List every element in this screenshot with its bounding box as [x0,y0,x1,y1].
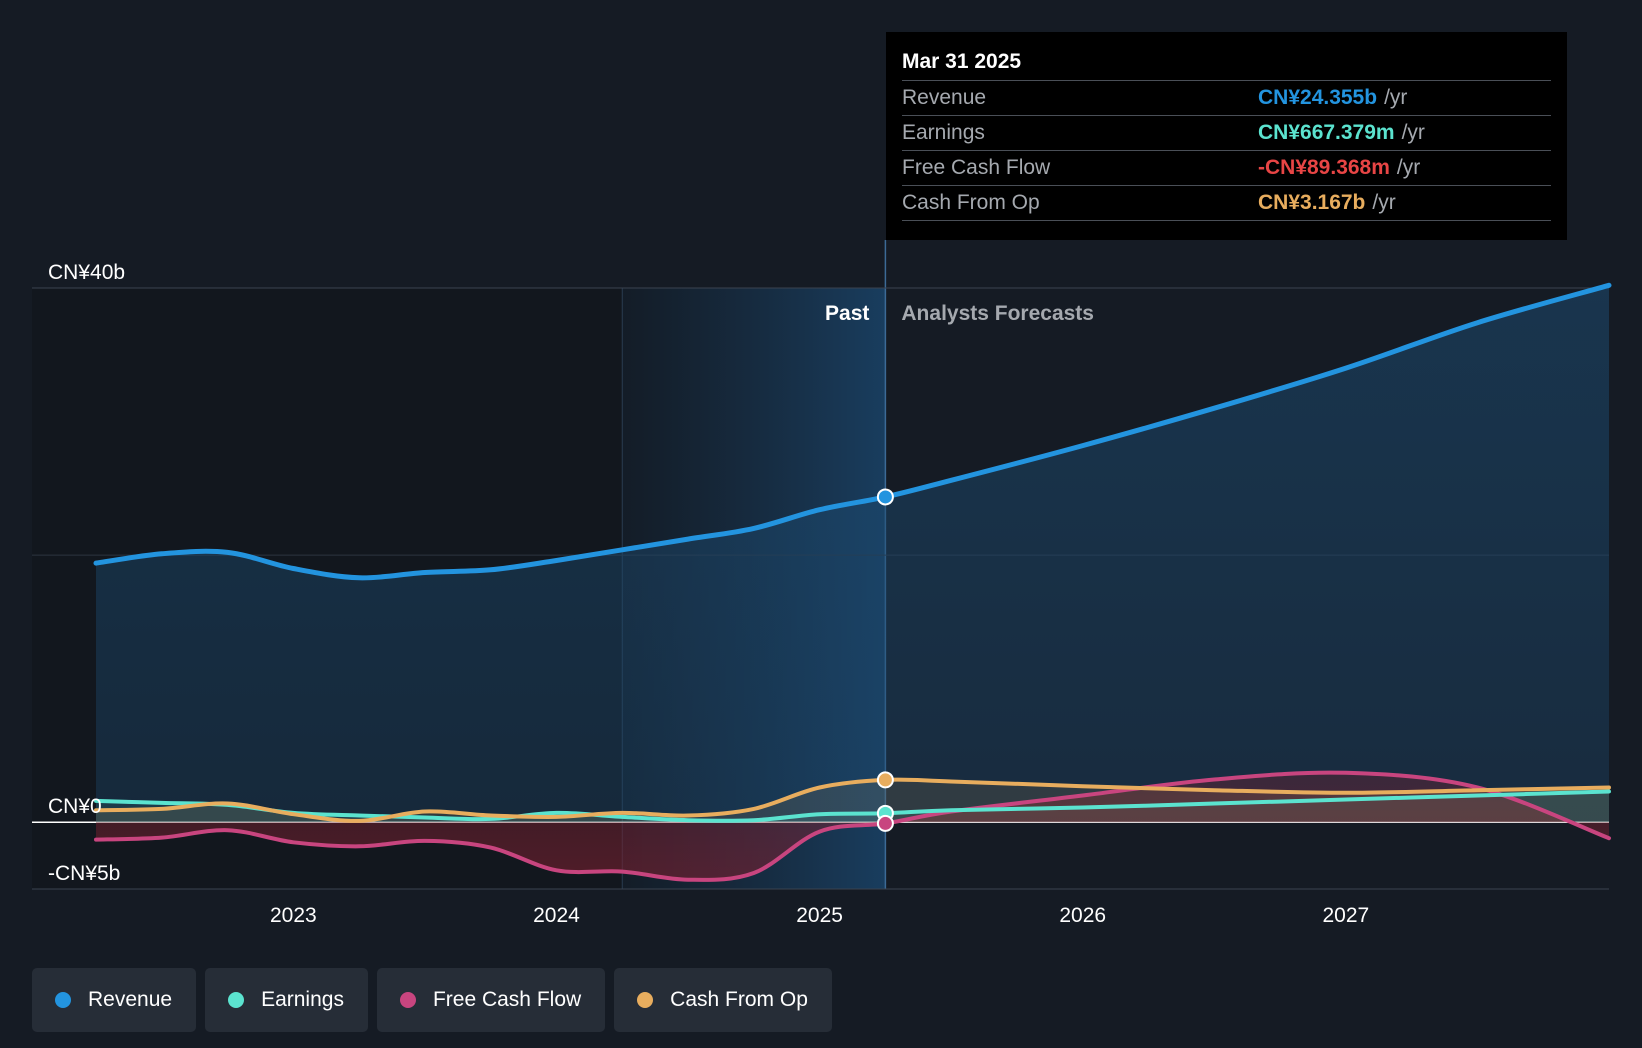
y-tick-label: CN¥0 [48,795,102,818]
tooltip-row-free-cash-flow: Free Cash Flow -CN¥89.368m /yr [902,151,1551,186]
tooltip-unit: /yr [1396,156,1421,179]
earnings-line [94,789,1611,823]
tooltip-unit: /yr [1401,121,1425,144]
chart-text-layer: CN¥40b CN¥0 -CN¥5b 2023 2024 2025 2026 2027 Past… [48,261,1369,927]
free-cash-flow-highlight-point [876,814,894,832]
tooltip-label: Revenue [902,86,987,109]
legend-item-revenue[interactable]: Revenue [32,968,197,1032]
tooltip-value: CN¥667.379m [1258,121,1395,144]
highlight-markers-layer [876,488,894,832]
tooltip-value: -CN¥89.368m [1258,156,1390,179]
forecast-label: Analysts Forecasts [901,302,1094,325]
revenue-highlight-point [876,488,894,506]
free-cash-flow-dot-icon [399,992,416,1008]
series-lines-layer [93,282,1612,882]
tooltip-value: CN¥24.355b [1258,86,1378,109]
free-cash-flow-line [94,770,1611,882]
tooltip-label: Earnings [902,121,985,144]
past-label: Past [825,302,869,325]
legend-item-free-cash-flow[interactable]: Free Cash Flow [376,968,606,1032]
tooltip-label: Free Cash Flow [902,156,1051,179]
tooltip-row-revenue: Revenue CN¥24.355b /yr [902,81,1551,116]
legend-label: Revenue [88,988,173,1011]
cash-from-op-line [94,777,1611,823]
cash-from-op-area [96,779,1609,823]
legend-label: Free Cash Flow [432,988,582,1011]
cash-from-op-dot-icon [637,992,654,1008]
earnings-dot-icon [228,992,245,1008]
cash-from-op-highlight-point [876,771,894,789]
revenue-line [93,282,1612,581]
series-fill-layer [96,285,1609,880]
tooltip-row-earnings: Earnings CN¥667.379m /yr [902,116,1551,151]
tooltip-label: Cash From Op [902,191,1040,214]
data-tooltip: Mar 31 2025 Revenue CN¥24.355b /yr Earni… [886,32,1567,240]
x-tick-label: 2023 [270,904,317,927]
y-tick-label: -CN¥5b [48,862,120,885]
legend-label: Earnings [261,988,344,1011]
tooltip-unit: /yr [1384,86,1408,109]
x-tick-label: 2027 [1323,904,1370,927]
tooltip-value: CN¥3.167b [1258,191,1366,214]
legend-item-earnings[interactable]: Earnings [205,968,368,1032]
free-cash-flow-area [96,772,1609,880]
x-tick-label: 2026 [1059,904,1106,927]
revenue-dot-icon [55,992,71,1008]
chart-legend: Revenue Earnings Free Cash Flow Cash Fro… [32,968,841,1032]
y-tick-label: CN¥40b [48,261,125,284]
tooltip-date: Mar 31 2025 [902,46,1551,81]
x-tick-label: 2024 [533,904,580,927]
x-tick-label: 2025 [796,904,843,927]
legend-item-cash-from-op[interactable]: Cash From Op [614,968,832,1032]
revenue-area [96,285,1609,823]
tooltip-unit: /yr [1372,191,1396,214]
tooltip-row-cash-from-op: Cash From Op CN¥3.167b /yr [902,186,1551,221]
legend-label: Cash From Op [670,988,808,1011]
